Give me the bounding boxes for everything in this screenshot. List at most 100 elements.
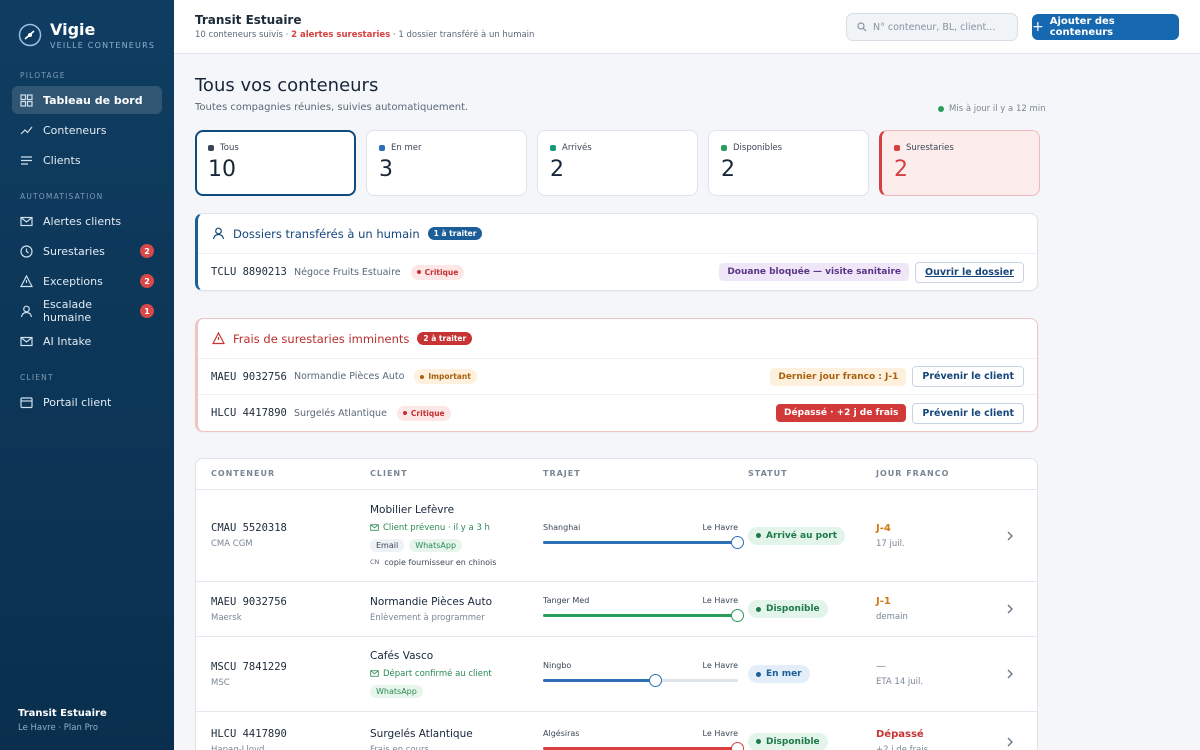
panel-badge: 1 à traiter (427, 227, 483, 240)
nav-item[interactable]: Escalade humaine 1 (12, 297, 162, 325)
sidebar: Vigie VEILLE CONTENEURS PILOTAGE Tableau d… (0, 0, 174, 750)
severity: Critique (396, 405, 451, 421)
row-chevron[interactable] (1006, 530, 1014, 545)
action-button[interactable]: Prévenir le client (912, 402, 1024, 424)
icon (20, 93, 33, 107)
stat-label: Surestaries (906, 143, 954, 153)
search[interactable]: N° conteneur, BL, client... (846, 13, 1018, 41)
status-pill: Disponible (748, 600, 828, 618)
cell: Disponible (748, 712, 828, 750)
channel-tag: WhatsApp (409, 539, 463, 552)
route: Tanger Med Le Havre (543, 594, 744, 624)
client-name: Mobilier Lefèvre (370, 504, 455, 516)
nav-item[interactable]: Surestaries 2 (12, 237, 162, 265)
issue-tag: Douane bloquée — visite sanitaire (719, 263, 909, 281)
row-chevron[interactable] (1006, 603, 1014, 618)
column-header: STATUT (748, 469, 788, 478)
panel-title: Dossiers transférés à un humain (233, 226, 420, 241)
client-name: Surgelés Atlantique (294, 407, 387, 419)
nav-item[interactable]: Portail client (12, 388, 162, 416)
org-summary: 10 conteneurs suivis · 2 alertes suresta… (195, 30, 534, 40)
table-row[interactable]: CMAU 5520318 CMA CGM Mobilier Lefèvre Clien… (196, 490, 1037, 582)
stat-dot (894, 145, 900, 151)
nav-item[interactable]: Alertes clients (12, 207, 162, 235)
destination: Le Havre (702, 661, 738, 670)
nav-label: Conteneurs (43, 123, 107, 137)
stat-dot (379, 145, 385, 151)
nav-badge: 1 (140, 304, 154, 318)
add-label: Ajouter des conteneurs (1049, 16, 1115, 38)
row-chevron[interactable] (1006, 668, 1014, 683)
stat-card[interactable]: En mer 3 (366, 130, 527, 196)
brand-logo (18, 23, 42, 47)
org-title: Transit Estuaire (195, 13, 302, 27)
franco-sub: demain (876, 612, 908, 622)
nav-label: Exceptions (43, 274, 103, 288)
stat-value: 2 (550, 157, 564, 182)
note-text: Frais en cours (370, 745, 429, 750)
action-button[interactable]: Prévenir le client (912, 366, 1024, 387)
franco-sub: ETA 14 juil. (876, 677, 924, 687)
route-progress (543, 746, 738, 750)
action-button[interactable]: Ouvrir le dossier (915, 261, 1024, 283)
nav-item[interactable]: Tableau de bord (12, 86, 162, 114)
franco-main: J-1 (876, 596, 891, 607)
channel-tag: Email (370, 539, 405, 552)
nav-item[interactable]: Conteneurs (12, 116, 162, 144)
summary-alert[interactable]: 2 alertes surestaries (291, 30, 391, 40)
client-note: Enlèvement à programmer (370, 613, 492, 623)
stat-label-row: Disponibles (721, 143, 856, 153)
client-name: Négoce Fruits Estuaire (294, 266, 401, 278)
severity: Important (414, 369, 477, 384)
table-header: CONTENEUR CLIENT TRAJET STATUT JOUR FRANCO (196, 459, 1037, 490)
alert-panel: Dossiers transférés à un humain 1 à trait… (195, 213, 1038, 291)
cell: Tanger Med Le Havre (543, 582, 744, 636)
stat-card[interactable]: Tous 10 (195, 130, 356, 196)
status-pill: En mer (748, 665, 810, 683)
route-marker (731, 535, 744, 549)
panel-row: HLCU 4417890 Surgelés Atlantique Critique D… (198, 395, 1037, 431)
table-row[interactable]: MSCU 7841229 MSC Cafés Vasco Départ confirm… (196, 637, 1037, 712)
updated-text: Mis à jour il y a 12 min (949, 104, 1046, 114)
channel-tags: WhatsApp (370, 685, 492, 698)
stat-card[interactable]: Disponibles 2 (708, 130, 869, 196)
origin: Algésiras (543, 728, 580, 738)
stat-label-row: En mer (379, 143, 514, 153)
note-text: Enlèvement à programmer (370, 612, 485, 623)
franco-sub: +2 j de frais (876, 744, 929, 750)
stat-card[interactable]: Surestaries 2 (879, 130, 1040, 196)
route: Ningbo Le Havre (543, 659, 738, 689)
row-chevron[interactable] (1006, 736, 1014, 750)
cell: MSCU 7841229 MSC (211, 637, 287, 711)
carrier: Maersk (211, 612, 242, 623)
severity: Critique (410, 264, 465, 280)
client-note: Frais en cours (370, 745, 473, 750)
issue-tag: Dépassé · +2 j de frais (776, 404, 907, 422)
add-button[interactable]: + Ajouter des conteneurs (1032, 14, 1179, 40)
brand-name: Vigie (50, 20, 96, 39)
cell: Ningbo Le Havre (543, 637, 738, 711)
nav-item[interactable]: Clients (12, 146, 162, 174)
icon (20, 396, 33, 409)
origin: Shanghai (543, 522, 581, 532)
stat-card[interactable]: Arrivés 2 (537, 130, 698, 196)
stat-label: Disponibles (733, 143, 783, 153)
extra-text: copie fournisseur en chinois (384, 558, 497, 567)
nav-item[interactable]: Exceptions 2 (12, 267, 162, 295)
table-row[interactable]: HLCU 4417890 Hapag-Lloyd Surgelés Atlantiq… (196, 712, 1037, 750)
panel-header: Dossiers transférés à un humain 1 à trait… (198, 214, 1037, 254)
table-row[interactable]: MAEU 9032756 Maersk Normandie Pièces Auto E… (196, 582, 1037, 637)
nav-item[interactable]: AI Intake (12, 327, 162, 355)
icon (212, 332, 225, 345)
icon (370, 667, 379, 680)
container-id: TCLU 8890213 (211, 266, 287, 278)
icon (20, 305, 33, 318)
stat-value: 2 (721, 157, 735, 182)
icon (20, 154, 33, 167)
icon (20, 215, 33, 228)
carrier: MSC (211, 677, 230, 688)
container-id: MSCU 7841229 (211, 660, 287, 673)
carrier: CMA CGM (211, 539, 253, 549)
icon (370, 521, 379, 534)
